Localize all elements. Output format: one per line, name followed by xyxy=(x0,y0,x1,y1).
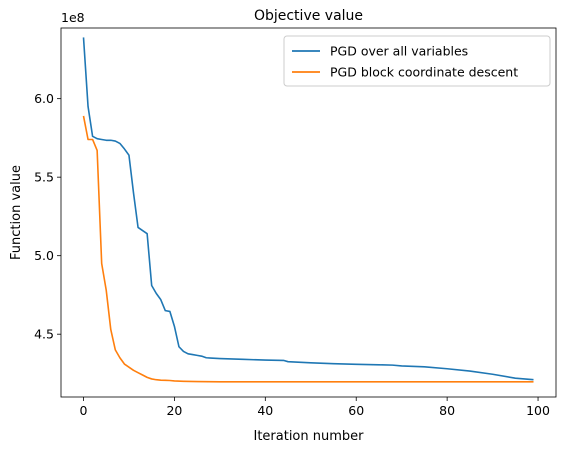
y-multiplier-label: 1e8 xyxy=(61,10,85,25)
x-tick-label: 100 xyxy=(526,403,550,418)
y-axis-label: Function value xyxy=(9,165,24,260)
legend-label-1: PGD over all variables xyxy=(330,44,468,59)
legend: PGD over all variables PGD block coordina… xyxy=(283,35,551,87)
series-line-2 xyxy=(82,115,534,383)
y-tick-label: 5.0 xyxy=(34,248,54,263)
plot-frame xyxy=(60,27,557,398)
series-line-1 xyxy=(82,37,534,381)
y-tick-label: 6.0 xyxy=(34,91,54,106)
x-tick-label: 40 xyxy=(257,403,273,418)
x-tick-label: 0 xyxy=(80,403,88,418)
y-axis: 4.5 5.0 5.5 6.0 xyxy=(34,91,61,342)
x-tick-label: 80 xyxy=(439,403,455,418)
x-axis-label: Iteration number xyxy=(253,429,364,444)
x-tick-label: 60 xyxy=(348,403,364,418)
legend-box xyxy=(283,35,551,87)
y-tick-label: 5.5 xyxy=(34,170,54,185)
legend-label-2: PGD block coordinate descent xyxy=(330,65,518,80)
chart-title: Objective value xyxy=(254,8,363,24)
y-tick-label: 4.5 xyxy=(34,327,54,342)
x-axis: 0 20 40 60 80 100 xyxy=(80,397,550,418)
x-tick-label: 20 xyxy=(166,403,182,418)
